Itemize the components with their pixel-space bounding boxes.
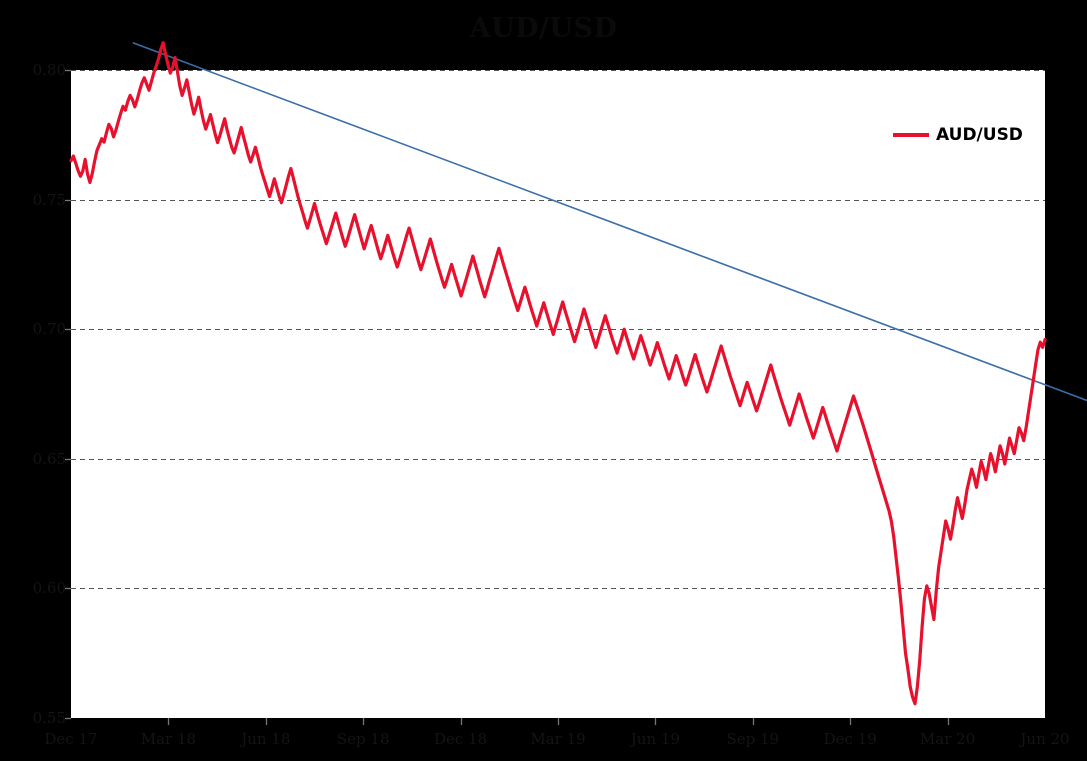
ytick-label: 0.55 <box>32 709 66 727</box>
xtick-label: Sep 19 <box>726 730 780 748</box>
trendline <box>132 42 1087 402</box>
legend-label-audusd: AUD/USD <box>936 125 1023 145</box>
xtick-label: Dec 19 <box>823 730 877 748</box>
xtick-label: Dec 17 <box>44 730 98 748</box>
ytick-mark-group <box>65 69 71 720</box>
xtick-label: Sep 18 <box>336 730 390 748</box>
plot-area <box>71 70 1045 718</box>
page-title: AUD/USD <box>469 13 618 44</box>
legend-swatch-audusd <box>893 133 929 137</box>
xtick-label: Mar 18 <box>140 730 197 748</box>
xtick-label: Jun 19 <box>630 730 680 748</box>
xtick-label: Jun 18 <box>241 730 291 748</box>
ytick-label: 0.65 <box>32 449 66 468</box>
ytick-label: 0.60 <box>32 579 66 598</box>
y-axis-labels: 0.80 0.75 0.70 0.65 0.60 0.55 <box>0 0 66 761</box>
chart-legend: AUD/USD <box>893 126 1023 144</box>
ytick-label: 0.75 <box>32 190 66 209</box>
xtick-label: Mar 19 <box>530 730 586 748</box>
gridline-group <box>71 70 1045 589</box>
xtick-label: Jun 20 <box>1020 730 1070 748</box>
xtick-label: Dec 18 <box>434 730 488 748</box>
ytick-label: 0.80 <box>32 61 66 79</box>
xtick-mark-group <box>167 718 950 725</box>
ytick-label: 0.70 <box>32 320 66 339</box>
series-line-audusd <box>69 41 1047 706</box>
xtick-label: Mar 20 <box>919 730 976 748</box>
